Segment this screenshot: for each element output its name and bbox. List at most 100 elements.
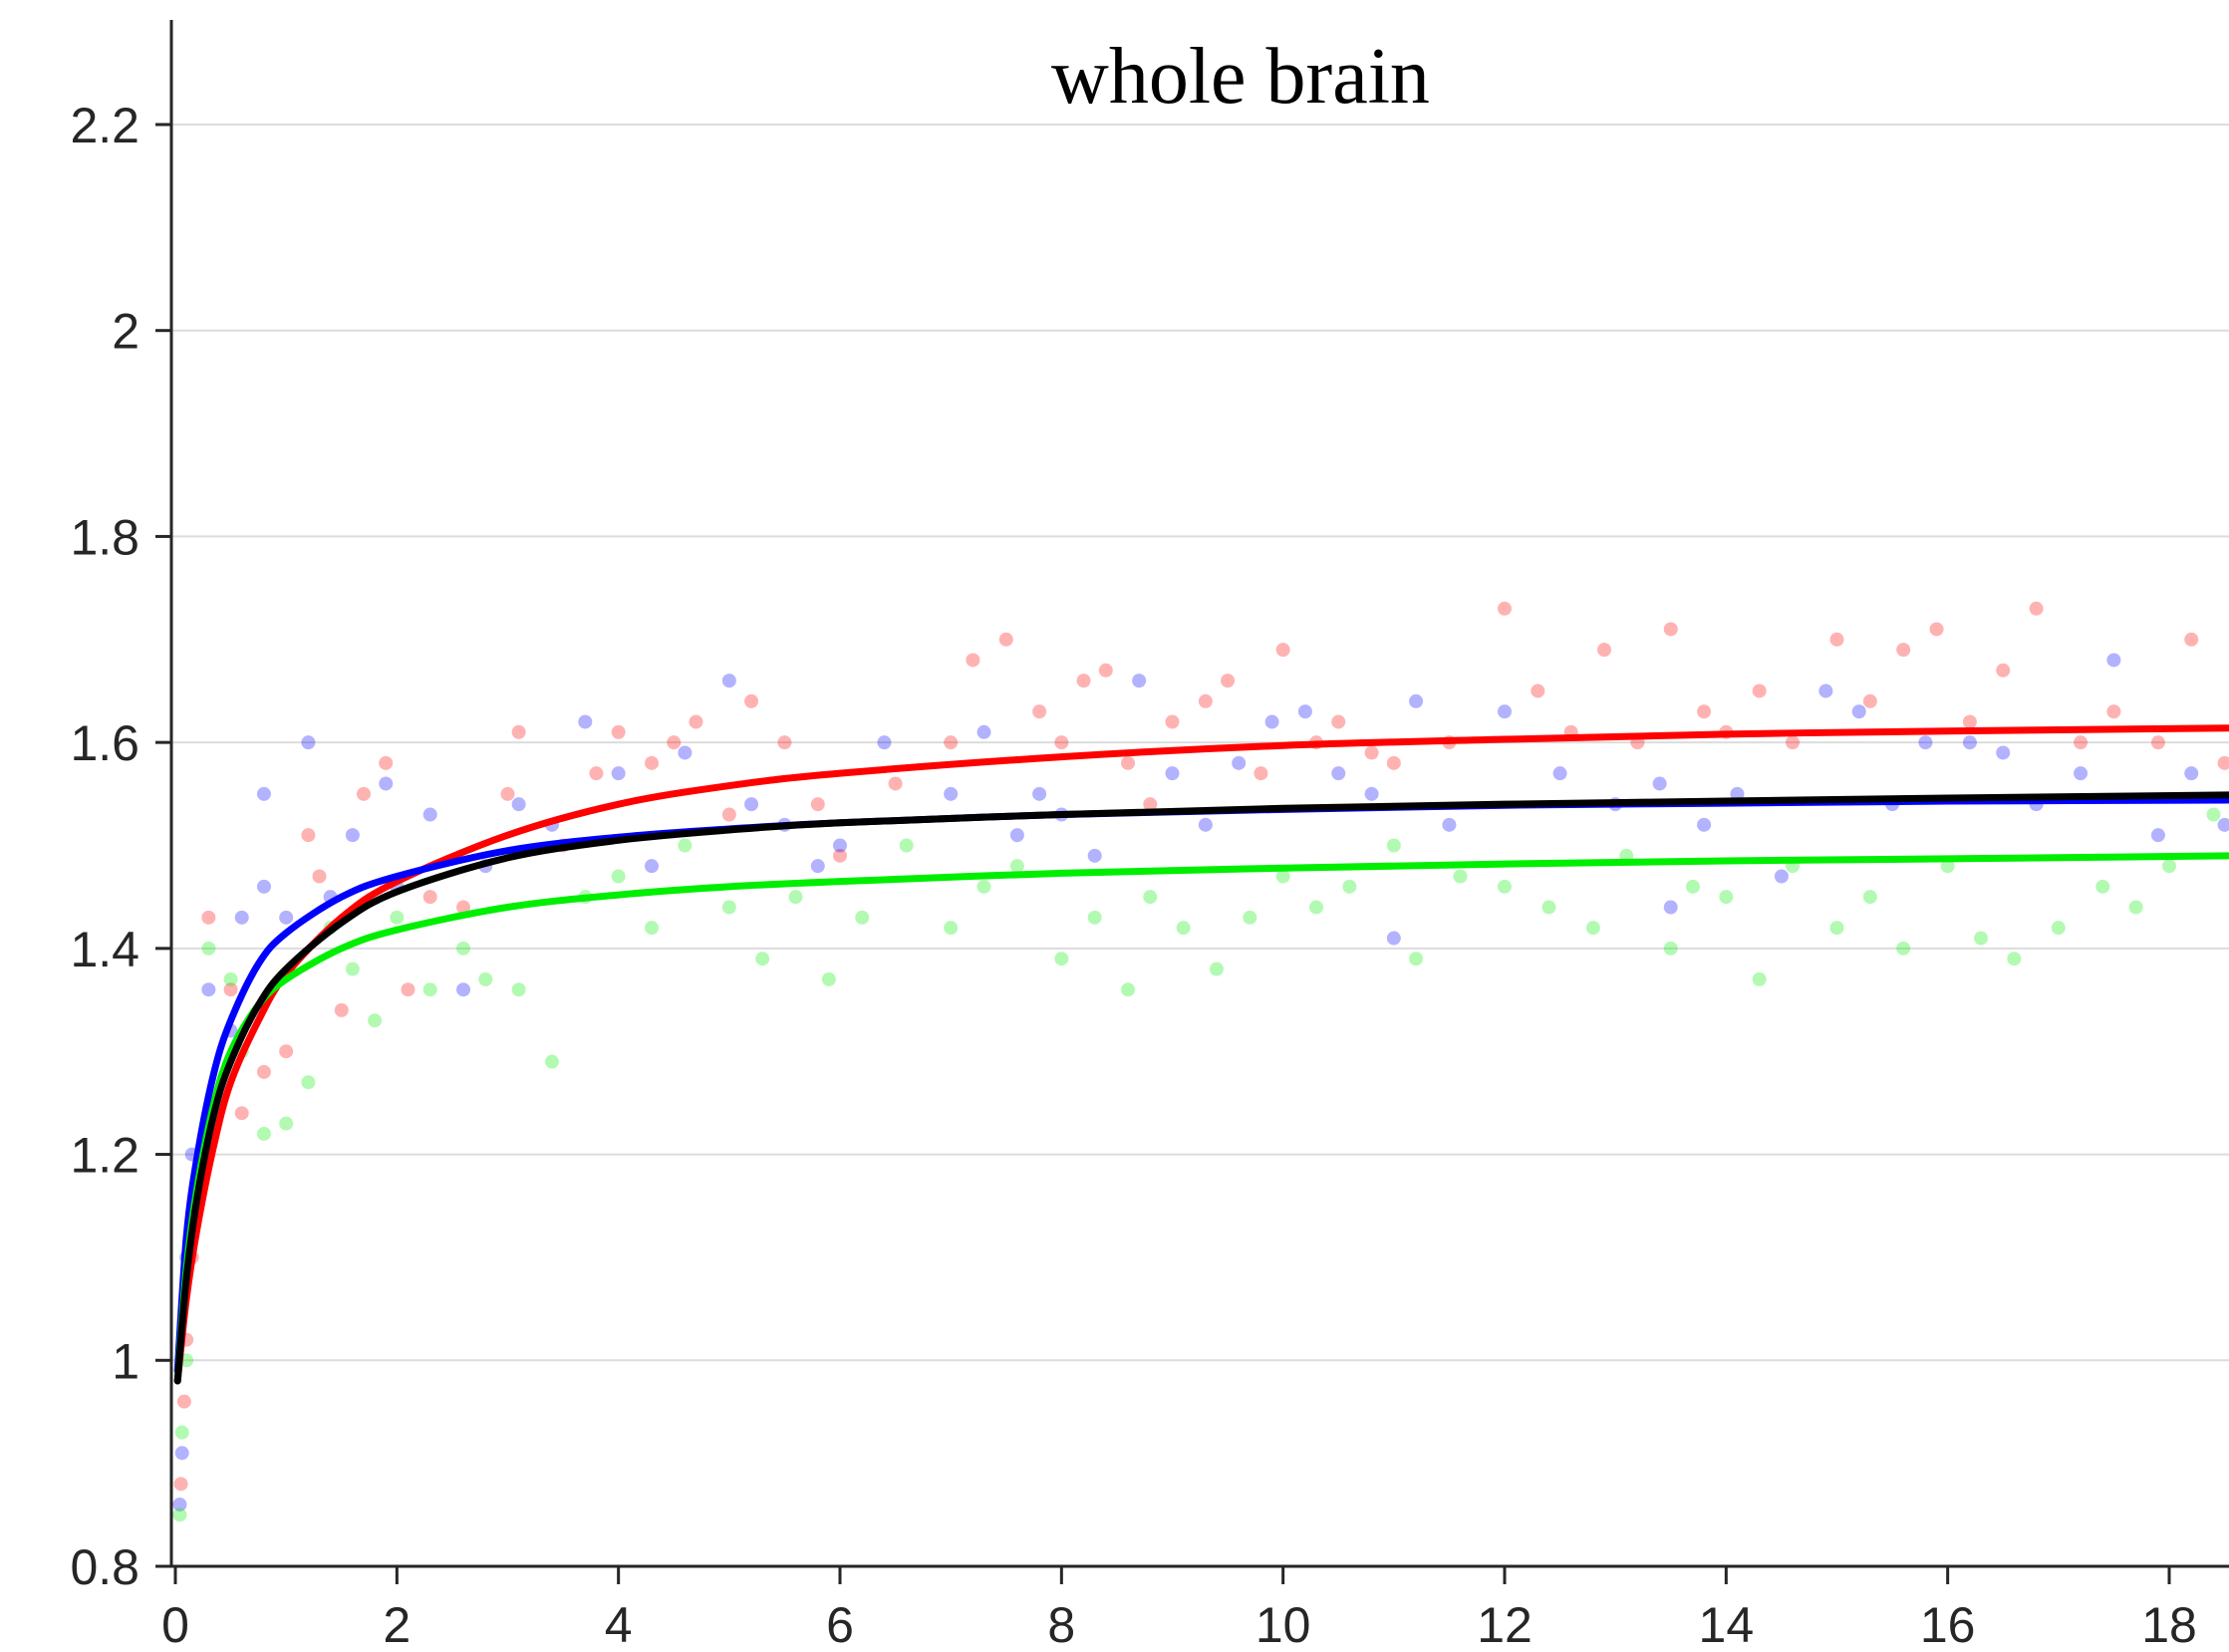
red-data-point [2074, 735, 2089, 750]
green-data-point [345, 962, 360, 976]
red-data-point [589, 766, 604, 781]
blue-data-point [1165, 766, 1180, 781]
blue-data-point [1264, 714, 1279, 729]
red-data-point [1032, 704, 1047, 719]
red-data-point [1663, 622, 1678, 637]
x-tick-label-3: 6 [826, 1597, 854, 1652]
green-data-point [1585, 921, 1600, 936]
green-data-point [1009, 859, 1024, 874]
x-tick-label-7: 14 [1699, 1597, 1755, 1652]
y-tick-label-3: 1.4 [70, 922, 139, 977]
red-data-point [173, 1477, 188, 1492]
green-data-point [1752, 971, 1767, 986]
red-data-point [2150, 735, 2165, 750]
green-data-point [478, 971, 493, 986]
blue-data-point [345, 828, 360, 843]
y-tick-label-2: 1.2 [70, 1128, 139, 1184]
green-data-point [2206, 807, 2221, 822]
green-data-point [1498, 879, 1512, 894]
blue-data-point [1697, 817, 1712, 832]
chart-title: whole brain [1051, 33, 1430, 121]
green-data-point [788, 890, 803, 905]
red-data-point [1098, 663, 1113, 678]
green-data-point [201, 941, 216, 956]
blue-data-point [301, 735, 316, 750]
red-data-point [1929, 622, 1944, 637]
green-data-point [256, 1126, 271, 1141]
red-data-point [777, 735, 792, 750]
green-data-point [2095, 879, 2110, 894]
green-data-point [1896, 941, 1911, 956]
green-data-point [1209, 962, 1224, 976]
blue-data-point [1774, 869, 1789, 884]
y-tick-label-5: 1.8 [70, 509, 139, 565]
red-data-point [1275, 643, 1290, 658]
blue-data-point [456, 982, 471, 997]
fit-curves [173, 724, 2229, 1385]
blue-data-point [256, 879, 271, 894]
red-data-point [256, 1064, 271, 1079]
red-data-point [1786, 735, 1801, 750]
blue-data-point [1552, 766, 1567, 781]
red-data-point [201, 910, 216, 925]
grid [171, 124, 2229, 1362]
red-data-point [689, 714, 703, 729]
green-data-point [172, 1508, 187, 1522]
green-data-point [2128, 900, 2143, 915]
red-data-point [356, 786, 371, 801]
blue-data-point [174, 1446, 189, 1461]
green-data-point [944, 921, 959, 936]
green-data-point [611, 869, 626, 884]
red-data-point [1996, 663, 2011, 678]
red-data-point [721, 807, 736, 822]
red-data-point [1531, 684, 1545, 698]
red-data-point [401, 982, 416, 997]
red-data-point [1597, 643, 1612, 658]
red-data-point [2217, 755, 2229, 770]
green-data-point [368, 1013, 383, 1028]
green-data-point [1342, 879, 1357, 894]
blue-data-point [1386, 931, 1401, 946]
red-data-point [1829, 632, 1844, 647]
green-data-point [1087, 910, 1102, 925]
x-tick-label-2: 4 [605, 1597, 633, 1652]
y-tick-label-0: 0.8 [70, 1539, 139, 1595]
x-tick-label-4: 8 [1047, 1597, 1075, 1652]
green-data-point [1054, 952, 1069, 966]
red-data-point [2184, 632, 2199, 647]
red-data-point [611, 724, 626, 739]
blue-data-point [645, 859, 660, 874]
x-tick-label-1: 2 [383, 1597, 411, 1652]
green-data-point [1940, 859, 1955, 874]
blue-data-point [1087, 848, 1102, 863]
green-data-point [1386, 838, 1401, 853]
green-data-point [422, 982, 437, 997]
red-data-point [1498, 601, 1512, 616]
blue-data-point [1996, 745, 2011, 760]
red-fit-curve [173, 724, 2229, 1385]
blue-data-point [1009, 828, 1024, 843]
red-data-point [1364, 745, 1379, 760]
data-points [172, 601, 2229, 1522]
red-data-point [301, 828, 316, 843]
green-data-point [1829, 921, 1844, 936]
blue-data-point [1851, 704, 1866, 719]
red-data-point [234, 1106, 249, 1121]
blue-data-point [1198, 817, 1213, 832]
blue-data-point [1498, 704, 1512, 719]
blue-data-point [1962, 735, 1977, 750]
blue-data-point [379, 776, 394, 791]
blue-data-point [1730, 786, 1745, 801]
blue-data-point [1918, 735, 1933, 750]
blue-data-point [511, 797, 526, 812]
green-data-point [1685, 879, 1700, 894]
blue-data-point [1297, 704, 1312, 719]
x-tick-label-0: 0 [161, 1597, 189, 1652]
green-data-point [1176, 921, 1191, 936]
green-data-point [1541, 900, 1556, 915]
axes [169, 20, 2229, 1568]
y-tick-label-4: 1.6 [70, 715, 139, 771]
green-data-point [1275, 869, 1290, 884]
